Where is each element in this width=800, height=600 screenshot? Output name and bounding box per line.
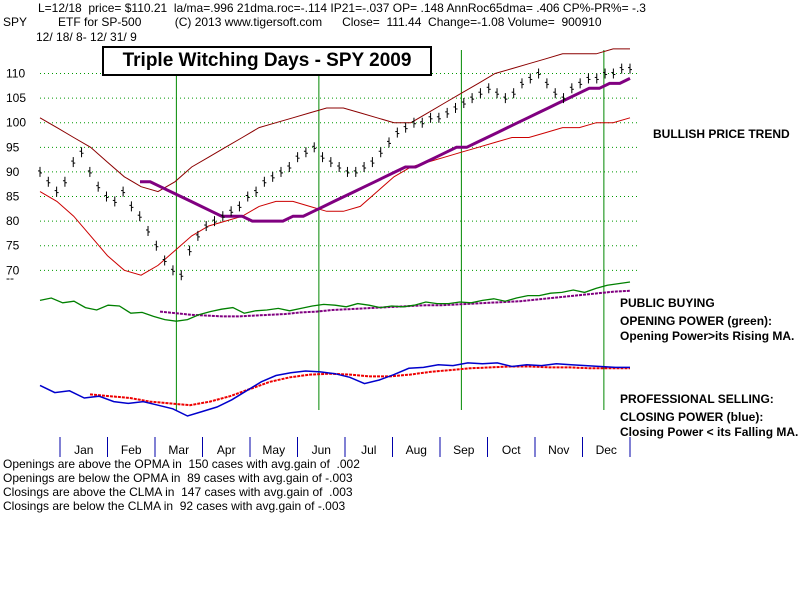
annotation-professional-selling: PROFESSIONAL SELLING:	[620, 392, 774, 406]
series-layer	[38, 48, 632, 417]
y-extra-label: --	[6, 271, 14, 285]
y-tick-label: 85	[6, 190, 20, 204]
stat-line: Closings are below the CLMA in 92 cases …	[3, 499, 346, 513]
upper-band-line	[39, 48, 630, 193]
x-tick-label: Oct	[502, 443, 521, 457]
annotation-closing-status: Closing Power < its Falling MA.	[620, 425, 799, 439]
annotation-public-buying: PUBLIC BUYING	[620, 296, 715, 310]
header-stats-line: L=12/18 price= $110.21 la/ma=.996 21dma.…	[38, 1, 646, 15]
chart-title: Triple Witching Days - SPY 2009	[102, 46, 432, 76]
stat-line: Openings are above the OPMA in 150 cases…	[3, 457, 360, 471]
x-tick-label: Jan	[74, 443, 93, 457]
date-range: 12/ 18/ 8- 12/ 31/ 9	[36, 30, 137, 44]
lower-band-line	[39, 117, 631, 276]
closing-power-line	[39, 362, 630, 417]
annotation-opening-status: Opening Power>its Rising MA.	[620, 329, 795, 343]
y-tick-label: 95	[6, 140, 20, 154]
annotation-bullish-trend: BULLISH PRICE TREND	[653, 127, 790, 141]
grid-lines	[40, 73, 640, 271]
closing-ma-line	[89, 365, 630, 407]
y-tick-label: 105	[6, 91, 26, 105]
y-tick-label: 110	[6, 67, 25, 81]
opening-ma-line	[159, 289, 631, 318]
opening-power-line	[39, 281, 631, 322]
y-tick-label: 90	[6, 165, 20, 179]
y-tick-label: 100	[6, 116, 26, 130]
x-tick-label: Apr	[217, 443, 236, 457]
x-tick-label: Nov	[548, 443, 569, 457]
stat-line: Openings are below the OPMA in 89 cases …	[3, 471, 353, 485]
stat-line: Closings are above the CLMA in 147 cases…	[3, 485, 353, 499]
moving-average-line	[140, 77, 631, 223]
x-tick-label: Jul	[361, 443, 376, 457]
annotation-closing-power: CLOSING POWER (blue):	[620, 410, 764, 424]
x-tick-label: Sep	[453, 443, 475, 457]
symbol-label: SPY	[3, 15, 28, 29]
witching-day-lines	[175, 50, 605, 410]
annotation-opening-power: OPENING POWER (green):	[620, 314, 773, 328]
x-tick-label: Feb	[121, 443, 142, 457]
x-axis: Jan Feb Mar Apr May Jun Jul Aug Sep Oct Nov Dec	[59, 437, 631, 457]
x-tick-label: Mar	[168, 443, 189, 457]
x-tick-label: May	[262, 443, 285, 457]
header-info-line: ETF for SP-500 (C) 2013 www.tigersoft.co…	[58, 15, 602, 29]
y-tick-label: 75	[6, 239, 20, 253]
y-axis-ticks: 70 75 80 85 90 95 100 105 110	[6, 67, 26, 278]
x-tick-label: Jun	[312, 443, 331, 457]
x-tick-label: Aug	[406, 443, 427, 457]
x-tick-label: Dec	[596, 443, 617, 457]
y-tick-label: 80	[6, 214, 20, 228]
y-tick-label: 70	[6, 263, 20, 277]
